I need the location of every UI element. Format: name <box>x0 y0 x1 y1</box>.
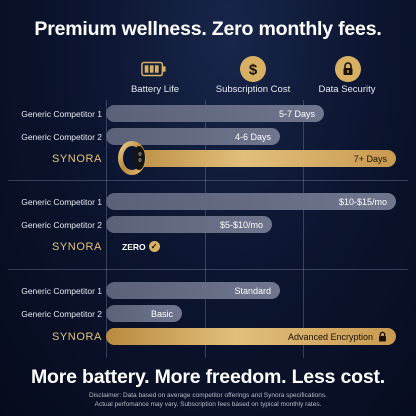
battery-icon <box>141 56 167 82</box>
security-row-label-competitor-1: Generic Competitor 1 <box>21 286 102 296</box>
battery-row-label-synora: SYNORA <box>51 153 102 165</box>
battery-row-label-competitor-2: Generic Competitor 2 <box>21 132 102 142</box>
subscription-value-synora: ZERO ✓ <box>122 241 160 252</box>
security-value-competitor-1: Standard <box>234 285 271 296</box>
lock-icon <box>335 56 361 82</box>
headline-top: Premium wellness. Zero monthly fees. <box>34 18 382 40</box>
section-divider <box>8 269 408 270</box>
subscription-row-label-synora: SYNORA <box>51 241 102 253</box>
subscription-bar-competitor-1: $10-$15/mo <box>106 193 396 210</box>
subscription-row-label-competitor-2: Generic Competitor 2 <box>21 220 102 230</box>
grid-line <box>303 100 304 358</box>
security-value-synora: Advanced Encryption <box>287 331 373 342</box>
check-icon: ✓ <box>148 241 160 252</box>
battery-value-competitor-2: 4-6 Days <box>234 131 271 142</box>
security-bar-competitor-2: Basic <box>106 305 182 322</box>
battery-bar-competitor-1: 5-7 Days <box>106 105 324 122</box>
security-row-label-competitor-2: Generic Competitor 2 <box>21 309 102 319</box>
column-label-security: Data Security <box>318 84 376 95</box>
battery-bar-synora: 7+ Days <box>120 150 396 167</box>
svg-text:$: $ <box>249 62 258 79</box>
headline-bottom: More battery. More freedom. Less cost. <box>31 366 385 388</box>
disclaimer-line-1: Disclaimer: Data based on average compet… <box>89 392 327 399</box>
subscription-row-label-competitor-1: Generic Competitor 1 <box>21 197 102 207</box>
security-bar-competitor-1: Standard <box>106 282 280 299</box>
subscription-value-competitor-2: $5-$10/mo <box>219 219 263 230</box>
security-bar-synora: Advanced Encryption <box>106 328 396 345</box>
battery-value-competitor-1: 5-7 Days <box>278 108 315 119</box>
disclaimer-line-2: Actual perfomance may vary. Subscription… <box>94 401 322 408</box>
smart-ring-image <box>118 141 146 175</box>
dollar-icon: $ <box>240 56 266 82</box>
security-row-label-synora: SYNORA <box>51 331 102 343</box>
subscription-value-competitor-1: $10-$15/mo <box>338 196 387 207</box>
battery-bar-competitor-2: 4-6 Days <box>106 128 280 145</box>
lock-icon <box>379 331 386 342</box>
battery-row-label-competitor-1: Generic Competitor 1 <box>21 109 102 119</box>
zero-label: ZERO <box>122 241 146 252</box>
column-label-battery: Battery Life <box>130 84 180 95</box>
battery-value-synora: 7+ Days <box>353 153 387 164</box>
security-value-competitor-2: Basic <box>150 308 173 319</box>
column-label-subscription: Subscription Cost <box>215 84 291 95</box>
section-divider <box>8 180 408 181</box>
subscription-bar-competitor-2: $5-$10/mo <box>106 216 272 233</box>
